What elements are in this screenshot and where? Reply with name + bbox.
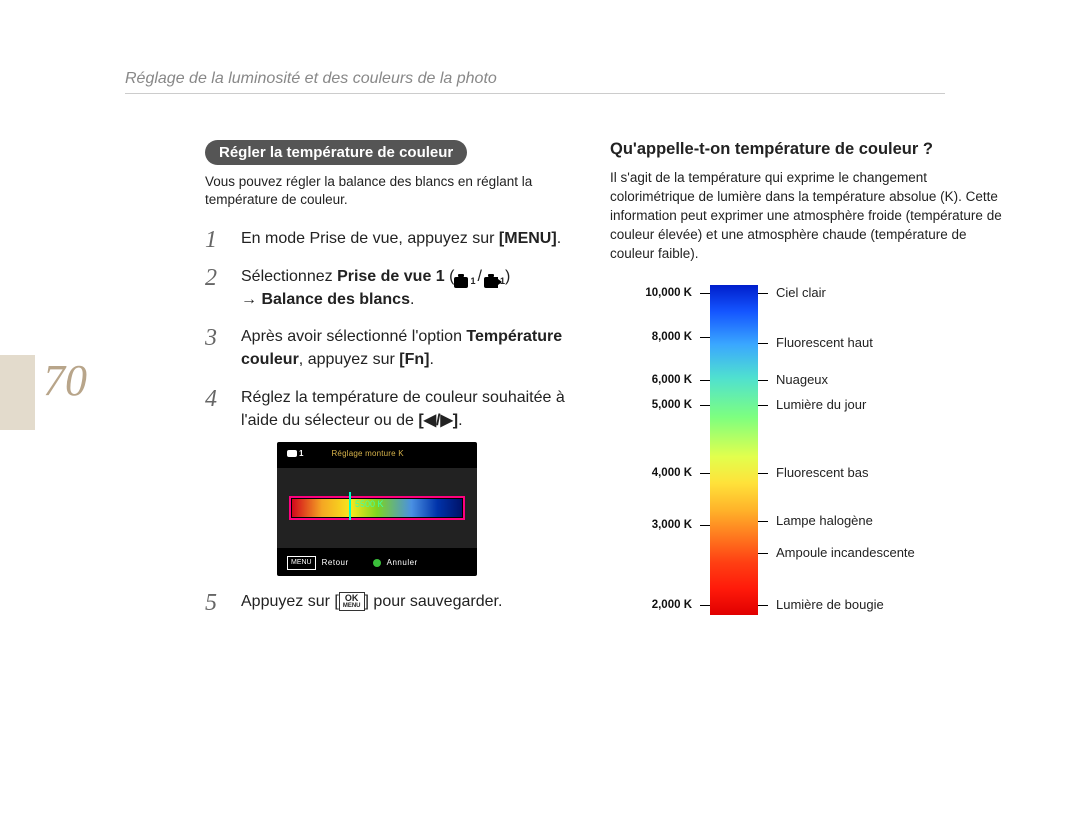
chart-tick-left <box>700 605 710 606</box>
ok-key: OKMENU <box>339 592 365 611</box>
camera-icon <box>287 450 297 457</box>
step-2: Sélectionnez Prise de vue 1 (1/1) → Bala… <box>205 265 575 312</box>
key-menu: [MENU] <box>499 230 557 247</box>
lcd-body: 5500 K <box>277 468 477 548</box>
chart-source-label: Nuageux <box>776 372 828 387</box>
video-icon <box>484 277 498 288</box>
page-number: 70 <box>43 355 87 406</box>
step-text: pour sauvegarder. <box>369 593 502 610</box>
chart-source-label: Lampe halogène <box>776 513 873 528</box>
chart-k-label: 8,000 K <box>620 331 692 343</box>
left-column: Régler la température de couleur Vous po… <box>205 140 575 627</box>
step-text: Réglez la température de couleur souhait… <box>241 389 565 429</box>
chart-source-label: Fluorescent haut <box>776 335 873 350</box>
chart-tick-right <box>758 293 768 294</box>
ok-top: OK <box>345 593 359 603</box>
chart-gradient <box>710 285 758 615</box>
step-1: En mode Prise de vue, appuyez sur [MENU]… <box>205 227 575 250</box>
chart-tick-left <box>700 405 710 406</box>
chart-tick-left <box>700 293 710 294</box>
chart-tick-right <box>758 553 768 554</box>
key-fn: [Fn] <box>399 351 429 368</box>
step-text: Appuyez sur <box>241 593 334 610</box>
key-leftright: [◀/▶] <box>418 412 458 429</box>
right-column: Qu'appelle-t-on température de couleur ?… <box>610 140 1010 645</box>
menu-path: Balance des blancs <box>261 291 410 308</box>
arrow: → <box>241 291 261 308</box>
chart-source-label: Ampoule incandescente <box>776 545 915 560</box>
chart-source-label: Lumière du jour <box>776 397 866 412</box>
chart-k-label: 5,000 K <box>620 399 692 411</box>
steps-list: En mode Prise de vue, appuyez sur [MENU]… <box>205 227 575 612</box>
chart-tick-left <box>700 337 710 338</box>
page-tab <box>0 355 35 430</box>
step-text: En mode Prise de vue, appuyez sur <box>241 230 499 247</box>
chart-source-label: Fluorescent bas <box>776 465 869 480</box>
section-pill: Régler la température de couleur <box>205 140 467 165</box>
page-header: Réglage de la luminosité et des couleurs… <box>125 70 945 94</box>
step-text: Sélectionnez <box>241 268 337 285</box>
chart-source-label: Ciel clair <box>776 285 826 300</box>
right-body: Il s'agit de la température qui exprime … <box>610 169 1010 263</box>
step-5: Appuyez sur [OKMENU] pour sauvegarder. <box>205 590 575 613</box>
chart-k-label: 10,000 K <box>620 287 692 299</box>
intro-text: Vous pouvez régler la balance des blancs… <box>205 173 575 209</box>
chart-tick-right <box>758 605 768 606</box>
lcd-retour: Retour <box>322 557 349 569</box>
step-3: Après avoir sélectionné l'option Tempéra… <box>205 325 575 371</box>
chart-tick-left <box>700 380 710 381</box>
chart-tick-left <box>700 525 710 526</box>
chart-source-label: Lumière de bougie <box>776 597 884 612</box>
chart-tick-right <box>758 473 768 474</box>
lcd-kelvin: 5500 K <box>355 498 384 511</box>
step-text: . <box>430 351 434 368</box>
camera-icon <box>454 277 468 288</box>
chart-tick-left <box>700 473 710 474</box>
camera-lcd: 1 Réglage monture K 5500 K MENU Retour A… <box>277 442 477 576</box>
lcd-annuler: Annuler <box>387 557 418 569</box>
step-text: . <box>458 412 462 429</box>
mode-icons: 1/1 <box>454 265 504 288</box>
chart-tick-right <box>758 405 768 406</box>
chart-k-label: 3,000 K <box>620 519 692 531</box>
lcd-mode-num: 1 <box>299 448 303 460</box>
step-text: , appuyez sur <box>299 351 400 368</box>
chart-k-label: 6,000 K <box>620 374 692 386</box>
mode-sub: 1 <box>470 275 475 288</box>
chart-k-label: 2,000 K <box>620 599 692 611</box>
ok-bottom: MENU <box>343 603 361 609</box>
chart-tick-right <box>758 521 768 522</box>
menu-path: Prise de vue 1 <box>337 268 445 285</box>
chart-tick-right <box>758 343 768 344</box>
step-text: . <box>557 230 561 247</box>
lcd-title: Réglage monture K <box>331 448 403 460</box>
lcd-menu-key: MENU <box>287 556 316 570</box>
color-temp-chart: 10,000 K 8,000 K 6,000 K 5,000 K 4,000 K 3,00… <box>620 285 1020 645</box>
step-text: . <box>410 291 414 308</box>
chart-tick-right <box>758 380 768 381</box>
right-title: Qu'appelle-t-on température de couleur ? <box>610 140 1010 159</box>
step-text: Après avoir sélectionné l'option <box>241 328 466 345</box>
lcd-green-dot <box>373 559 381 567</box>
lcd-cursor <box>349 492 351 520</box>
step-4: Réglez la température de couleur souhait… <box>205 386 575 576</box>
chart-k-label: 4,000 K <box>620 467 692 479</box>
